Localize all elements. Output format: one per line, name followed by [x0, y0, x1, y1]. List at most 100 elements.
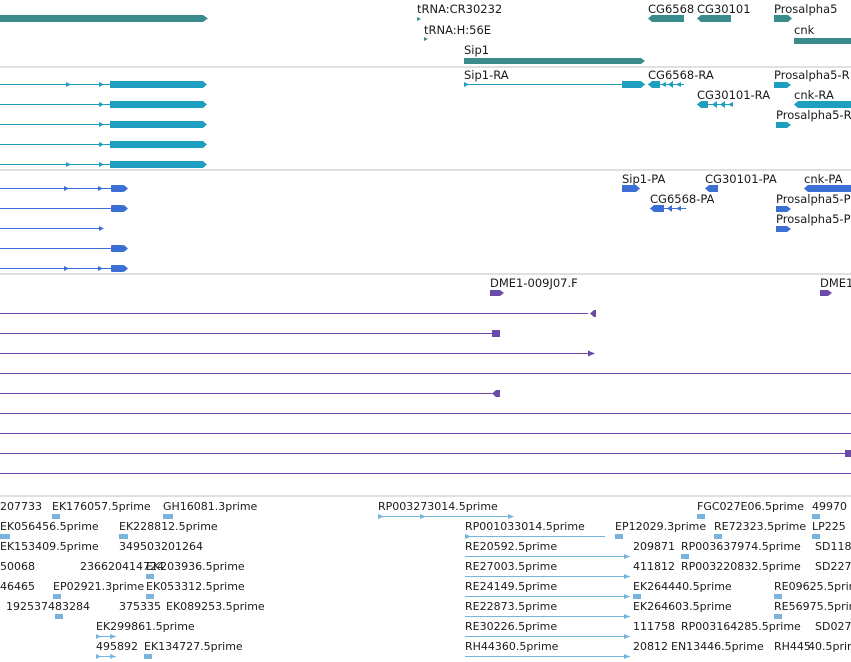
est-label[interactable]: RE09625.5prime: [774, 580, 851, 593]
transcript-feature-cg6568-ra[interactable]: [648, 81, 684, 88]
est-feature[interactable]: [774, 614, 782, 619]
est-label[interactable]: EK228812.5prime: [119, 520, 218, 533]
est-label[interactable]: RH445: [774, 640, 811, 653]
gene-label-trna-cr30232[interactable]: tRNA:CR30232: [417, 2, 502, 16]
est-label[interactable]: 236620414724: [80, 560, 164, 573]
cds-feature[interactable]: [0, 185, 128, 192]
est-label[interactable]: EK053312.5prime: [146, 580, 245, 593]
protein-label-cnk-pa[interactable]: cnk-PA: [804, 172, 843, 186]
protein-label-sip1-pa[interactable]: Sip1-PA: [622, 172, 665, 186]
est-label[interactable]: RP003637974.5prime: [681, 540, 801, 553]
cdna-feature[interactable]: [820, 290, 832, 296]
est-label[interactable]: EK264603.5prime: [633, 600, 732, 613]
cdna-feature[interactable]: [0, 450, 851, 457]
cds-feature-cg6568-pa[interactable]: [650, 205, 686, 212]
est-feature[interactable]: [465, 634, 630, 639]
cds-feature[interactable]: [0, 205, 128, 212]
est-label[interactable]: 495892: [96, 640, 138, 653]
gene-feature-cg6568[interactable]: [648, 15, 684, 22]
est-label[interactable]: EK134727.5prime: [144, 640, 243, 653]
est-label[interactable]: 40.5prime: [808, 640, 851, 653]
gene-label-prosalpha5[interactable]: Prosalpha5: [774, 2, 837, 16]
cdna-label-dme1-009j07[interactable]: DME1-009J07.F: [490, 276, 578, 290]
cds-feature[interactable]: [0, 226, 104, 231]
est-label[interactable]: 50068: [0, 560, 35, 573]
est-label[interactable]: SD027: [815, 620, 851, 633]
gene-label-sip1[interactable]: Sip1: [464, 43, 489, 57]
est-feature[interactable]: [52, 514, 60, 519]
transcript-feature[interactable]: [0, 141, 207, 148]
cds-feature-sip1-pa[interactable]: [622, 185, 640, 192]
est-label[interactable]: RP003164285.5prime: [681, 620, 801, 633]
est-feature[interactable]: [774, 594, 782, 599]
est-label[interactable]: EK153409.5prime: [0, 540, 99, 553]
est-label[interactable]: GH16081.3prime: [163, 500, 258, 513]
gene-feature-sip1[interactable]: [464, 58, 645, 64]
est-feature[interactable]: [96, 634, 116, 639]
trna-feature[interactable]: [424, 37, 428, 41]
est-label[interactable]: EN13446.5prime: [671, 640, 764, 653]
est-feature[interactable]: [0, 534, 10, 539]
est-label[interactable]: 46465: [0, 580, 35, 593]
est-label[interactable]: RP003220832.5prime: [681, 560, 801, 573]
est-label[interactable]: EP02921.3prime: [53, 580, 144, 593]
est-label[interactable]: SD118: [815, 540, 851, 553]
transcript-feature[interactable]: [0, 101, 207, 108]
est-feature[interactable]: [96, 654, 116, 659]
est-feature[interactable]: [633, 594, 641, 599]
gene-feature-cnk[interactable]: [794, 38, 851, 44]
protein-label-cg6568-pa[interactable]: CG6568-PA: [650, 192, 715, 206]
est-feature[interactable]: [812, 514, 820, 519]
cdna-feature[interactable]: [0, 350, 595, 357]
est-feature[interactable]: [465, 574, 630, 579]
est-feature[interactable]: [163, 514, 173, 519]
est-label[interactable]: 49970: [812, 500, 847, 513]
est-label[interactable]: EK299861.5prime: [96, 620, 195, 633]
protein-label-cg30101-pa[interactable]: CG30101-PA: [705, 172, 777, 186]
est-feature[interactable]: [812, 534, 820, 539]
est-label[interactable]: RE27003.5prime: [465, 560, 557, 573]
est-label[interactable]: EK176057.5prime: [52, 500, 151, 513]
cds-feature-prosalpha5[interactable]: [776, 206, 791, 212]
transcript-label-sip1-ra[interactable]: Sip1-RA: [464, 68, 509, 82]
cds-feature-prosalpha5[interactable]: [776, 226, 791, 232]
est-feature[interactable]: [53, 594, 61, 599]
est-feature[interactable]: [119, 534, 128, 539]
est-feature[interactable]: [465, 534, 605, 539]
est-label[interactable]: RH44360.5prime: [465, 640, 559, 653]
gene-label-cg30101[interactable]: CG30101: [697, 2, 751, 16]
est-label[interactable]: 207733: [0, 500, 42, 513]
est-feature[interactable]: [146, 574, 154, 579]
est-feature[interactable]: [55, 614, 63, 619]
est-label[interactable]: RE22873.5prime: [465, 600, 557, 613]
est-label[interactable]: SD227: [815, 560, 851, 573]
est-label[interactable]: LP225: [812, 520, 846, 533]
est-label[interactable]: 209871: [633, 540, 675, 553]
est-feature[interactable]: [465, 614, 630, 619]
est-feature[interactable]: [146, 594, 154, 599]
gene-feature[interactable]: [0, 15, 208, 22]
est-label[interactable]: RE24149.5prime: [465, 580, 557, 593]
gene-feature-prosalpha5[interactable]: [774, 15, 792, 22]
est-label[interactable]: 349503201264: [119, 540, 203, 553]
est-label[interactable]: EK264440.5prime: [633, 580, 732, 593]
cds-feature[interactable]: [0, 245, 128, 252]
cdna-feature[interactable]: [490, 290, 504, 296]
est-feature[interactable]: [465, 594, 630, 599]
cds-feature[interactable]: [0, 265, 128, 272]
transcript-label-cg30101-ra[interactable]: CG30101-RA: [697, 88, 770, 102]
est-feature[interactable]: [465, 554, 630, 559]
est-label[interactable]: EK056456.5prime: [0, 520, 99, 533]
est-feature[interactable]: [681, 554, 689, 559]
transcript-label-cnk-ra[interactable]: cnk-RA: [794, 88, 834, 102]
est-label[interactable]: RE72323.5prime: [714, 520, 806, 533]
protein-label-prosalpha5-p1[interactable]: Prosalpha5-P: [776, 192, 851, 206]
transcript-feature-cnk-ra[interactable]: [794, 101, 851, 108]
est-feature[interactable]: [615, 534, 623, 539]
transcript-feature-prosalpha5[interactable]: [774, 82, 791, 88]
transcript-feature[interactable]: [0, 121, 207, 128]
est-feature[interactable]: [697, 514, 705, 519]
cdna-feature[interactable]: [0, 310, 596, 317]
transcript-feature-cg30101-ra[interactable]: [697, 101, 733, 108]
transcript-feature[interactable]: [0, 81, 207, 88]
